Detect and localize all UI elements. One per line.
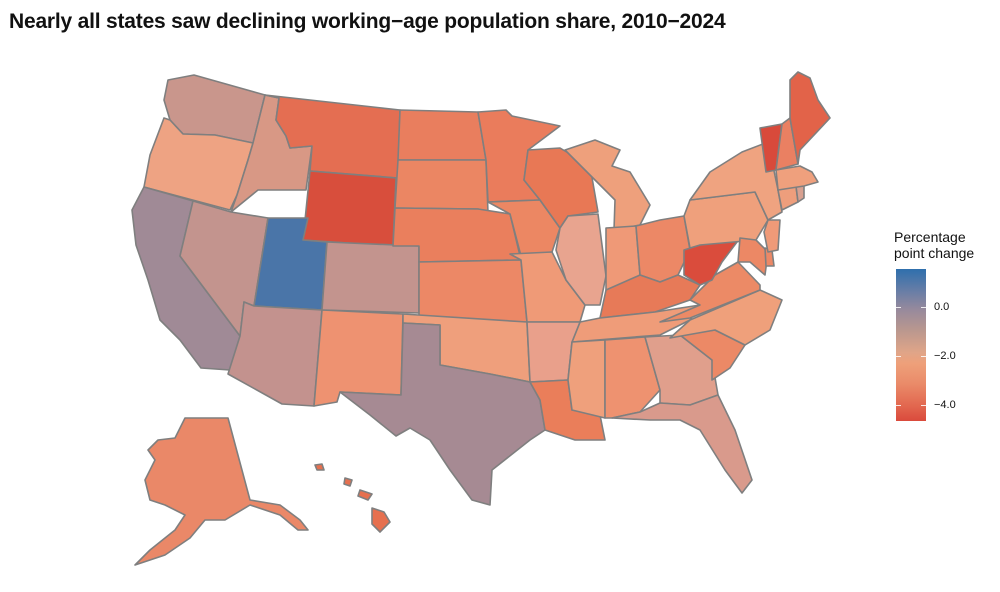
state-MI	[564, 139, 651, 231]
state-TX	[339, 322, 546, 506]
color-legend: Percentage point change 0.0 −2.0 −4.0	[894, 229, 975, 421]
chart-title: Nearly all states saw declining working−…	[9, 10, 726, 33]
state-MD	[737, 237, 769, 276]
state-MS	[567, 339, 606, 419]
legend-colorbar: 0.0 −2.0 −4.0	[896, 269, 956, 421]
state-OH	[635, 215, 691, 283]
state-NM	[313, 309, 404, 407]
legend-title: Percentage point change	[894, 229, 975, 261]
state-MA	[775, 165, 819, 191]
state-MO	[509, 251, 586, 323]
legend-tick-label: −4.0	[934, 399, 956, 411]
state-AK	[134, 417, 309, 566]
state-VA	[659, 261, 761, 323]
legend-tick	[896, 356, 926, 357]
state-IL	[555, 213, 607, 306]
state-CO	[321, 241, 420, 314]
state-AZ	[227, 301, 323, 407]
state-ND	[397, 109, 487, 161]
state-WY	[302, 170, 397, 247]
state-KS	[418, 259, 528, 323]
legend-tick	[896, 405, 926, 406]
state-NC	[669, 289, 783, 346]
state-HI	[314, 463, 391, 533]
legend-tick-label: 0.0	[934, 301, 950, 313]
state-FL	[611, 394, 753, 494]
us-states-map	[131, 71, 831, 566]
state-SD	[394, 159, 489, 214]
legend-tick	[896, 307, 926, 308]
state-NJ	[763, 219, 781, 253]
state-RI	[795, 185, 805, 203]
state-ME	[789, 71, 831, 165]
legend-tick-label: −2.0	[934, 350, 956, 362]
